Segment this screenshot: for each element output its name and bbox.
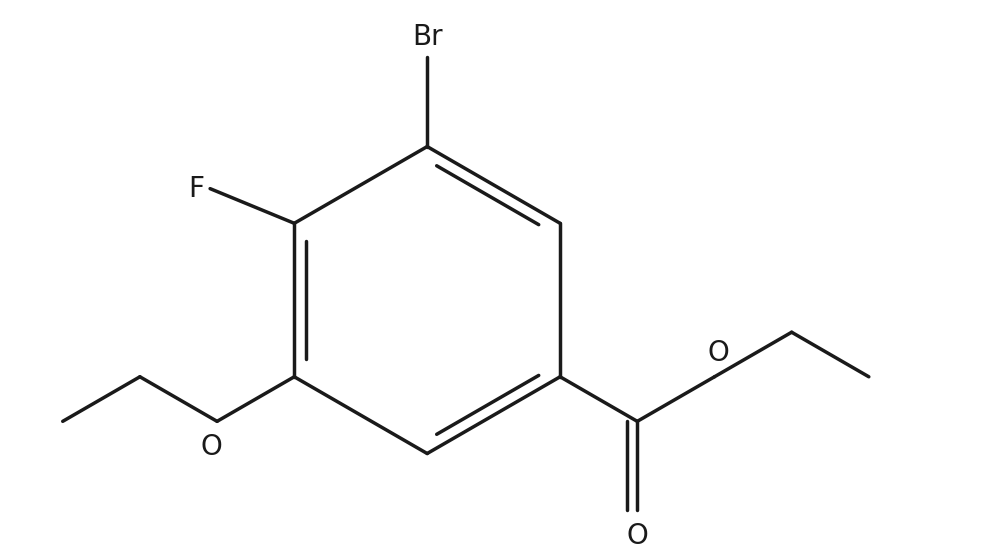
- Text: Br: Br: [412, 23, 443, 50]
- Text: F: F: [188, 174, 205, 203]
- Text: O: O: [201, 433, 222, 461]
- Text: O: O: [627, 522, 648, 550]
- Text: O: O: [708, 339, 729, 367]
